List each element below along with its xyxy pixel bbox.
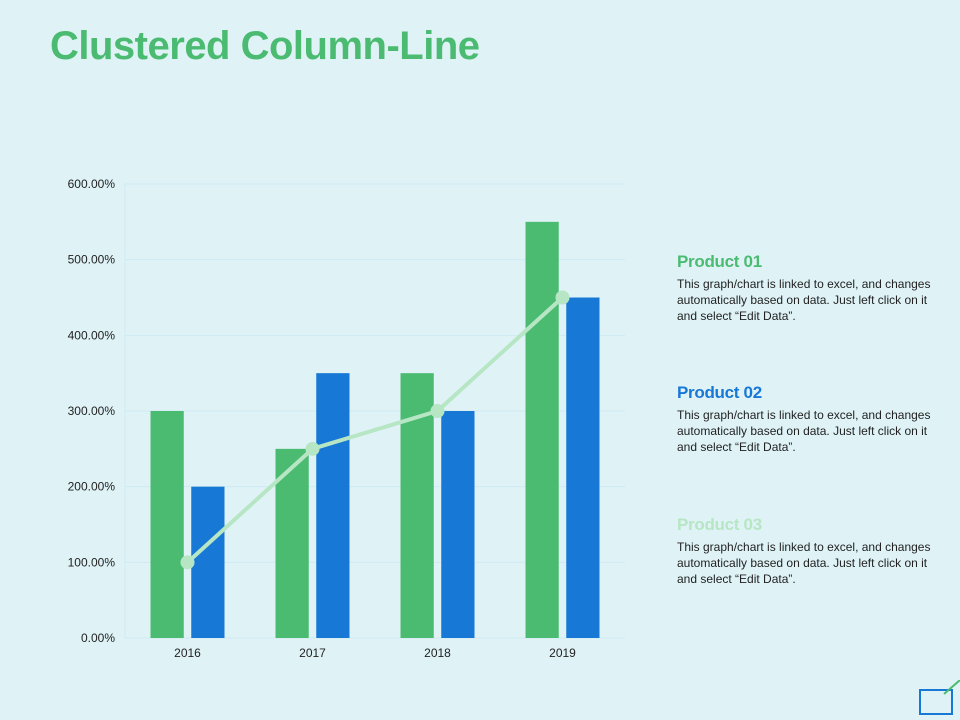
y-tick-label: 400.00% <box>68 328 116 342</box>
line-point <box>180 555 195 570</box>
corner-frame-icon <box>919 680 960 715</box>
line-point <box>305 441 320 456</box>
legend-title: Product 03 <box>677 515 762 534</box>
legend-item-product-01: Product 01 This graph/chart is linked to… <box>677 252 947 324</box>
x-tick-label: 2016 <box>174 646 201 660</box>
page-title: Clustered Column-Line <box>50 24 480 68</box>
x-tick-label: 2018 <box>424 646 451 660</box>
legend-title: Product 01 <box>677 252 762 271</box>
x-tick-label: 2019 <box>549 646 576 660</box>
bar-product-02 <box>566 297 600 638</box>
y-tick-label: 0.00% <box>81 631 115 645</box>
line-point <box>555 290 570 305</box>
y-tick-label: 600.00% <box>68 177 116 191</box>
bar-product-02 <box>191 486 225 638</box>
bar-product-01 <box>525 221 559 639</box>
x-tick-label: 2017 <box>299 646 326 660</box>
legend-item-product-02: Product 02 This graph/chart is linked to… <box>677 383 947 455</box>
legend-title: Product 02 <box>677 383 762 402</box>
y-tick-label: 500.00% <box>68 253 116 267</box>
line-product-03 <box>186 296 564 564</box>
y-tick-label: 200.00% <box>68 480 116 494</box>
bar-product-01 <box>275 448 309 638</box>
bar-product-02 <box>441 411 475 638</box>
legend-description: This graph/chart is linked to excel, and… <box>677 277 931 323</box>
legend-item-product-03: Product 03 This graph/chart is linked to… <box>677 515 947 587</box>
line-point <box>430 404 445 418</box>
bar-product-01 <box>150 411 184 638</box>
legend-description: This graph/chart is linked to excel, and… <box>677 540 931 586</box>
legend-description: This graph/chart is linked to excel, and… <box>677 408 931 454</box>
bar-product-02 <box>316 373 350 638</box>
y-tick-label: 300.00% <box>68 404 116 418</box>
y-tick-label: 100.00% <box>68 555 116 569</box>
